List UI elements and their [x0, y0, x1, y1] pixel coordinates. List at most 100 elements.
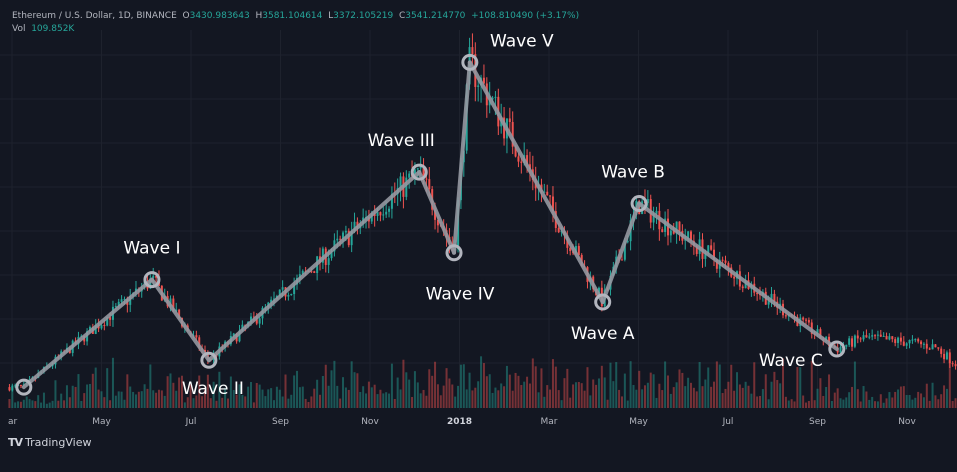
volume-bar: [678, 369, 681, 408]
candle-body: [293, 284, 296, 295]
close-key: C: [398, 11, 406, 21]
candle-body: [543, 191, 546, 193]
candle-body: [715, 259, 718, 269]
candle-body: [342, 232, 345, 239]
volume-bar: [445, 368, 448, 408]
candle-body: [770, 293, 773, 302]
candle-body: [724, 260, 727, 263]
candle-body: [514, 146, 517, 157]
candle-body: [287, 295, 290, 297]
volume-bar: [784, 396, 787, 408]
x-tick-label: May: [629, 417, 648, 427]
volume-bar: [336, 385, 339, 408]
vol-value: 109.852K: [31, 24, 75, 34]
candle-body: [712, 249, 715, 260]
candle-body: [494, 96, 497, 98]
volume-bar: [60, 393, 63, 408]
volume-bar: [833, 392, 836, 408]
volume-bar: [750, 393, 753, 408]
volume-bar: [704, 379, 707, 408]
candle-body: [178, 309, 181, 318]
volume-bar: [744, 381, 747, 408]
volume-bar: [595, 384, 598, 408]
candle-body: [874, 335, 877, 337]
volume-bar: [922, 397, 925, 408]
volume-bar: [324, 364, 327, 408]
volume-bar: [359, 391, 362, 408]
volume-bar: [416, 382, 419, 408]
volume-bar: [520, 385, 523, 408]
volume-bar: [721, 393, 724, 408]
volume-bar: [813, 400, 816, 408]
volume-bar: [425, 395, 428, 408]
volume-bar: [198, 375, 201, 408]
volume-bar: [882, 402, 885, 408]
volume-bar: [540, 368, 543, 408]
candle-body: [94, 325, 97, 334]
volume-bar: [885, 398, 888, 408]
volume-bar: [333, 360, 336, 408]
candle-body: [390, 193, 393, 209]
wave-label: Wave A: [571, 324, 635, 344]
volume-bar: [480, 356, 483, 408]
volume-bar: [879, 394, 882, 408]
volume-bar: [888, 392, 891, 408]
candle-body: [347, 230, 350, 246]
volume-bar: [19, 401, 22, 408]
candle-body: [549, 195, 552, 197]
candle-body: [851, 338, 854, 347]
volume-bar: [816, 388, 819, 408]
volume-bar: [876, 401, 879, 408]
candle-body: [868, 336, 871, 338]
candle-body: [376, 212, 379, 217]
volume-bar: [241, 394, 244, 408]
candle-body: [330, 251, 333, 259]
volume-bar: [100, 391, 103, 408]
tradingview-branding[interactable]: TV TradingView: [8, 436, 92, 449]
candle-body: [925, 343, 928, 349]
volume-bar: [615, 362, 618, 408]
volume-bar: [666, 375, 669, 408]
volume-bar: [117, 391, 120, 408]
volume-bar: [546, 385, 549, 408]
wave-point-marker: [445, 244, 463, 262]
volume-bar: [632, 385, 635, 408]
volume-bar: [764, 374, 767, 408]
volume-bar: [270, 388, 273, 408]
volume-bar: [712, 381, 715, 408]
candle-body: [687, 231, 690, 240]
volume-bar: [178, 377, 181, 408]
volume-bar: [503, 386, 506, 408]
volume-bar: [825, 386, 828, 408]
candle-body: [784, 315, 787, 317]
volume-bar: [238, 384, 241, 408]
volume-bar: [710, 386, 713, 408]
volume-bar: [661, 390, 664, 408]
volume-bar: [448, 378, 451, 408]
volume-bar: [500, 383, 503, 408]
wave-label: Wave B: [601, 162, 665, 182]
volume-bar: [45, 403, 48, 408]
candle-body: [937, 347, 940, 349]
wave-point-marker: [410, 163, 428, 181]
candle-body: [871, 335, 874, 337]
candle-body: [517, 156, 520, 162]
volume-bar: [572, 384, 575, 408]
volume-bar: [313, 388, 316, 408]
candle-body: [413, 169, 416, 177]
close-value: 3541.214770: [405, 11, 466, 21]
candle-body: [428, 179, 431, 190]
candle-body: [385, 211, 388, 215]
candle-body: [11, 385, 14, 391]
volume-bar: [388, 393, 391, 408]
volume-bar: [250, 381, 253, 408]
volume-bar: [537, 392, 540, 408]
candle-body: [114, 306, 117, 308]
volume-bar: [839, 398, 842, 408]
candle-body: [258, 318, 261, 324]
candle-body: [661, 229, 664, 232]
candle-body: [8, 387, 11, 391]
volume-bar: [528, 383, 531, 408]
volume-bar: [296, 370, 299, 408]
